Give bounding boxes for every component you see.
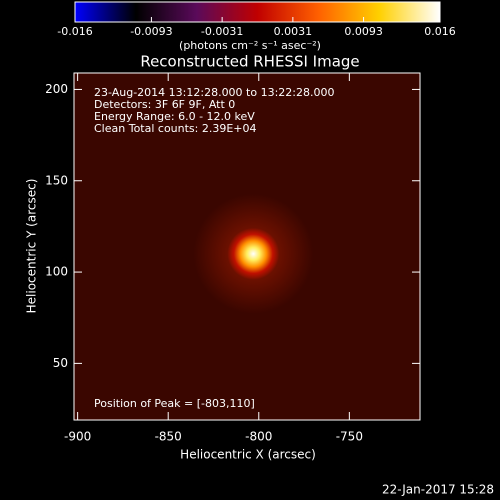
x-axis-label: Heliocentric X (arcsec) [180,448,316,462]
x-tick-label: -800 [245,430,272,444]
peak-annotation: Position of Peak = [-803,110] [94,397,255,410]
annotation: 23-Aug-2014 13:12:28.000 to 13:22:28.000 [94,86,335,99]
colorbar-tick-label: -0.016 [57,25,92,38]
colorbar [74,1,441,23]
source-peak [227,227,280,280]
y-tick-label: 100 [45,265,68,279]
y-tick-label: 200 [45,82,68,96]
colorbar-tick-label: 0.0031 [274,25,313,38]
footer-date: 22-Jan-2017 15:28 [382,483,494,497]
image [74,73,420,420]
colorbar-label: (photons cm⁻² s⁻¹ asec⁻²) [179,39,321,52]
annotation: Energy Range: 6.0 - 12.0 keV [94,110,255,123]
colorbar-tick-label: -0.0093 [130,25,172,38]
plot-frame [73,72,421,421]
colorbar-tick-label: 0.0093 [344,25,383,38]
chart-title: Reconstructed RHESSI Image [140,53,359,71]
annotation: Detectors: 3F 6F 9F, Att 0 [94,98,235,111]
x-tick-label: -750 [336,430,363,444]
x-tick-label: -850 [155,430,182,444]
x-tick-label: -900 [64,430,91,444]
y-tick-label: 50 [53,356,68,370]
colorbar-tick-label: 0.016 [424,25,456,38]
y-tick-label: 150 [45,173,68,187]
colorbar-tick-label: -0.0031 [201,25,243,38]
annotation: Clean Total counts: 2.39E+04 [94,122,257,135]
y-axis-label: Heliocentric Y (arcsec) [25,179,39,314]
